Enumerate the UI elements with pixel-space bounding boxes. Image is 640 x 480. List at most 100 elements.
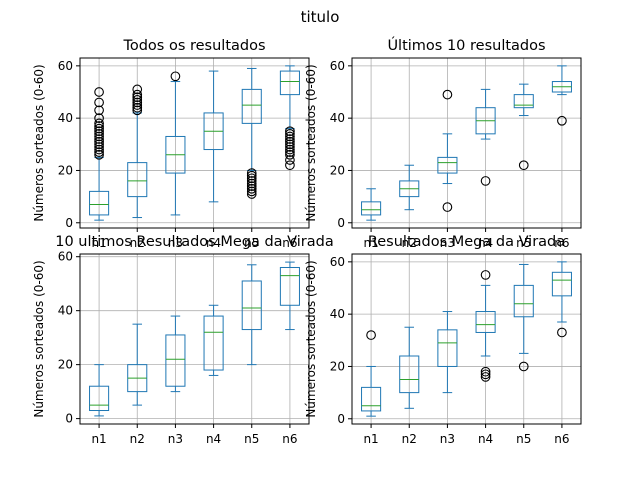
- y-tick-label: 20: [330, 163, 345, 177]
- box-iqr: [165, 334, 186, 387]
- outlier-point: [246, 170, 257, 181]
- y-tick-label: 40: [58, 304, 73, 318]
- x-tick-label: n6: [554, 236, 569, 250]
- outlier-point: [285, 149, 295, 160]
- outlier-point: [132, 105, 143, 116]
- box-iqr: [437, 156, 458, 174]
- outlier-point: [132, 94, 143, 105]
- outlier-point: [132, 100, 143, 110]
- subplot-4: 0 20 40 60 n1 n2 n3 n4 n5 n6 Números sorteados (0-…: [304, 234, 582, 446]
- y-tick-label: 0: [65, 412, 73, 426]
- outlier-point: [366, 330, 376, 340]
- box-n3: [437, 311, 458, 394]
- outlier-point: [132, 84, 143, 95]
- axes-frame: [351, 57, 582, 229]
- outlier-point: [132, 102, 143, 113]
- outlier-point: [518, 361, 529, 372]
- y-tick-label: 40: [330, 111, 345, 125]
- box-iqr: [513, 94, 534, 109]
- box-iqr: [437, 329, 458, 367]
- box-iqr: [361, 201, 382, 216]
- outlier-point: [94, 147, 104, 158]
- box-n6: [551, 65, 572, 126]
- x-tick-label: n5: [244, 236, 259, 250]
- box-iqr: [475, 311, 496, 333]
- outlier-point: [480, 176, 491, 186]
- box-n5: [241, 264, 262, 366]
- x-tick-label: n2: [130, 236, 145, 250]
- outlier-point: [246, 181, 257, 192]
- outlier-point: [246, 168, 257, 178]
- outlier-point: [246, 176, 257, 186]
- box-n2: [127, 84, 148, 219]
- box-n1: [89, 87, 110, 221]
- x-tick-label: n4: [206, 432, 221, 446]
- box-iqr: [203, 315, 224, 371]
- outlier-point: [94, 97, 104, 108]
- outlier-point: [94, 136, 104, 147]
- x-tick-label: n6: [554, 432, 569, 446]
- x-tick-label: n4: [206, 236, 221, 250]
- outlier-point: [94, 149, 104, 160]
- outlier-point: [94, 118, 104, 129]
- box-iqr: [241, 280, 262, 331]
- box-n4: [475, 88, 496, 186]
- x-tick-label: n3: [440, 236, 455, 250]
- outlier-point: [94, 142, 104, 152]
- box-n4: [203, 70, 224, 203]
- x-tick-label: n2: [402, 432, 417, 446]
- outlier-point: [557, 115, 567, 126]
- subplot-1: 0 20 40 60 n1 n2 n3 n4 n5 n6 Números sorteados (0-…: [32, 38, 310, 250]
- x-tick-label: n5: [244, 432, 259, 446]
- box-n1: [89, 364, 110, 417]
- box-n1: [361, 330, 382, 417]
- box-n5: [513, 263, 534, 372]
- box-n3: [165, 71, 186, 216]
- outlier-point: [442, 202, 453, 212]
- outlier-point: [285, 144, 295, 155]
- y-tick-label: 0: [65, 216, 73, 230]
- box-n6: [279, 65, 300, 171]
- subplot-2: 0 20 40 60 n1 n2 n3 n4 n5 n6 Números sorteados (0-…: [304, 36, 582, 250]
- box-n2: [399, 164, 420, 211]
- subplot-title: Todos os resultados: [122, 38, 265, 54]
- box-iqr: [551, 271, 572, 297]
- y-tick-label: 0: [337, 412, 345, 426]
- x-tick-label: n4: [478, 236, 493, 250]
- x-tick-label: n2: [402, 236, 417, 250]
- axes-frame: [79, 253, 310, 425]
- box-n6: [279, 261, 300, 331]
- x-tick-label: n3: [440, 432, 455, 446]
- box-n5: [241, 67, 262, 199]
- y-axis-label: Números sorteados (0-60): [304, 260, 318, 417]
- outlier-point: [94, 144, 104, 155]
- outlier-point: [94, 139, 104, 150]
- y-tick-label: 20: [58, 163, 73, 177]
- outlier-point: [246, 183, 257, 194]
- outlier-point: [285, 134, 295, 144]
- box-n2: [399, 326, 420, 409]
- x-tick-label: n1: [91, 236, 106, 250]
- outlier-point: [246, 186, 257, 197]
- outlier-point: [246, 178, 257, 189]
- x-tick-label: n6: [282, 432, 297, 446]
- outlier-point: [94, 131, 104, 142]
- y-axis-label: Números sorteados (0-60): [32, 260, 46, 417]
- box-n4: [203, 304, 224, 376]
- x-tick-label: n1: [363, 432, 378, 446]
- outlier-point: [94, 113, 104, 124]
- y-tick-label: 20: [58, 358, 73, 372]
- box-n3: [437, 89, 458, 212]
- box-iqr: [241, 88, 262, 124]
- subplot-title: Últimos 10 resultados: [387, 36, 545, 54]
- box-iqr: [513, 284, 534, 318]
- outlier-point: [557, 327, 567, 338]
- outlier-point: [132, 89, 143, 100]
- outlier-point: [285, 155, 295, 165]
- box-n1: [361, 188, 382, 221]
- outlier-point: [285, 147, 295, 158]
- box-iqr: [361, 386, 382, 412]
- subplot-title: 10 ultimos Resultados Mega da Virada: [55, 234, 333, 250]
- outlier-point: [94, 123, 104, 134]
